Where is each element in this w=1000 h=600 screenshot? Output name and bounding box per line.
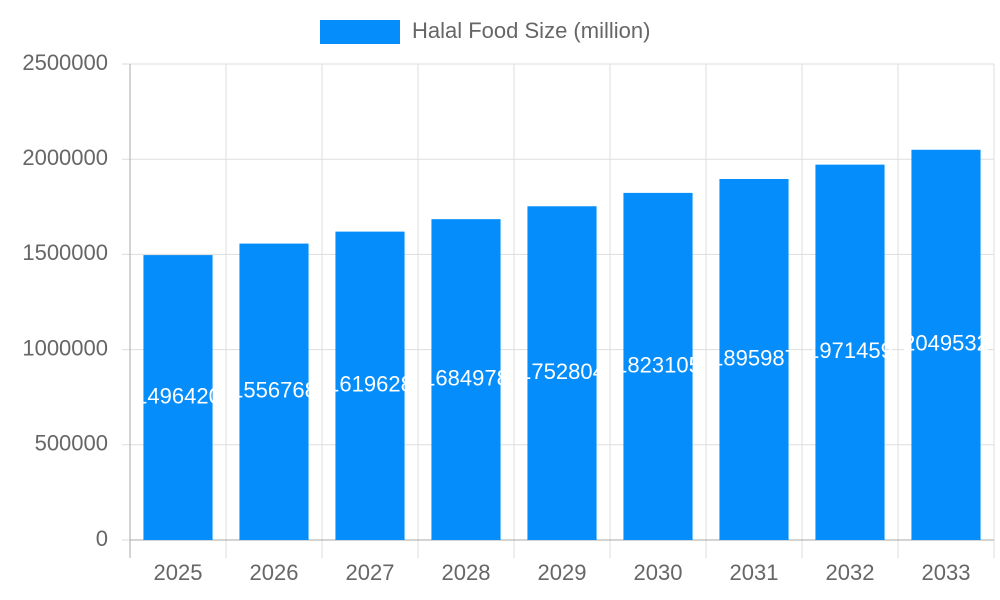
y-tick-label: 0 (96, 526, 108, 551)
data-label: 1556768 (231, 378, 317, 403)
x-tick-label: 2031 (730, 560, 779, 585)
bar (239, 243, 309, 540)
data-label: 1752804 (519, 359, 605, 384)
x-tick-label: 2029 (538, 560, 587, 585)
y-tick-label: 2500000 (22, 50, 108, 75)
data-label: 1684978 (423, 365, 509, 390)
y-tick-label: 1500000 (22, 240, 108, 265)
bar (623, 192, 693, 541)
legend-swatch[interactable] (320, 20, 400, 44)
data-label: 1496420 (135, 383, 221, 408)
legend-label[interactable]: Halal Food Size (million) (412, 18, 650, 43)
bar (911, 149, 981, 540)
y-tick-label: 1000000 (22, 335, 108, 360)
x-tick-label: 2027 (346, 560, 395, 585)
x-tick-label: 2033 (922, 560, 971, 585)
bar (815, 164, 885, 540)
y-tick-label: 500000 (35, 431, 108, 456)
x-tick-label: 2028 (442, 560, 491, 585)
x-tick-label: 2025 (154, 560, 203, 585)
bar (527, 206, 597, 540)
bar (431, 219, 501, 541)
data-label: 1971459 (807, 338, 893, 363)
data-label: 1619628 (327, 372, 413, 397)
x-tick-label: 2030 (634, 560, 683, 585)
data-label: 2049532 (903, 331, 989, 356)
y-tick-label: 2000000 (22, 145, 108, 170)
bar (143, 255, 213, 540)
bar (719, 179, 789, 540)
data-label: 1895987 (711, 345, 797, 370)
x-tick-label: 2026 (250, 560, 299, 585)
bar (335, 231, 405, 540)
x-tick-label: 2032 (826, 560, 875, 585)
data-label: 1823105 (615, 352, 701, 377)
